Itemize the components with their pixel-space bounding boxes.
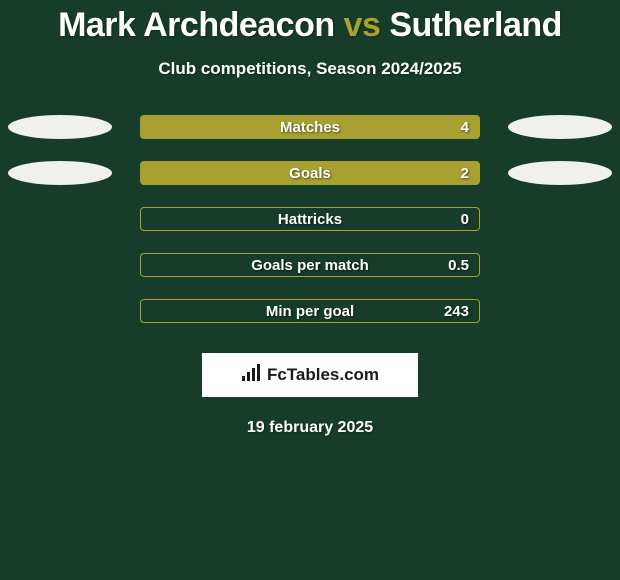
stat-row: Min per goal243 bbox=[0, 299, 620, 323]
right-ellipse bbox=[508, 115, 612, 139]
stat-bar: Goals per match0.5 bbox=[140, 253, 480, 277]
stat-label: Min per goal bbox=[141, 303, 479, 320]
comparison-card: Mark Archdeacon vs Sutherland Club compe… bbox=[0, 0, 620, 580]
subtitle: Club competitions, Season 2024/2025 bbox=[158, 59, 461, 79]
right-ellipse bbox=[508, 161, 612, 185]
brand-text: FcTables.com bbox=[267, 365, 379, 385]
stat-value: 4 bbox=[461, 119, 469, 136]
stat-row: Matches4 bbox=[0, 115, 620, 139]
stat-label: Goals per match bbox=[141, 257, 479, 274]
stat-value: 0 bbox=[461, 211, 469, 228]
stat-bar: Min per goal243 bbox=[140, 299, 480, 323]
stat-row: Hattricks0 bbox=[0, 207, 620, 231]
player-b-name: Sutherland bbox=[380, 6, 562, 44]
stat-bar: Hattricks0 bbox=[140, 207, 480, 231]
stat-bar: Matches4 bbox=[140, 115, 480, 139]
page-title: Mark Archdeacon vs Sutherland bbox=[58, 6, 562, 45]
stat-label: Goals bbox=[141, 165, 479, 182]
date-text: 19 february 2025 bbox=[247, 419, 373, 437]
player-a-name: Mark Archdeacon bbox=[58, 6, 344, 44]
bars-icon bbox=[241, 364, 261, 387]
stat-bar: Goals2 bbox=[140, 161, 480, 185]
left-ellipse bbox=[8, 161, 112, 185]
brand-badge[interactable]: FcTables.com bbox=[202, 353, 418, 397]
stat-value: 2 bbox=[461, 165, 469, 182]
stat-label: Matches bbox=[141, 119, 479, 136]
stat-value: 0.5 bbox=[448, 257, 469, 274]
left-ellipse bbox=[8, 115, 112, 139]
stat-row: Goals2 bbox=[0, 161, 620, 185]
stat-value: 243 bbox=[444, 303, 469, 320]
stat-label: Hattricks bbox=[141, 211, 479, 228]
stat-row: Goals per match0.5 bbox=[0, 253, 620, 277]
stats-list: Matches4Goals2Hattricks0Goals per match0… bbox=[0, 115, 620, 323]
vs-text: vs bbox=[344, 6, 381, 44]
